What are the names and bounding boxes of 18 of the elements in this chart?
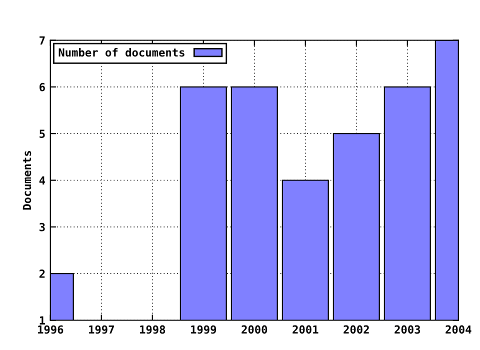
x-tick-label: 1999 [191,325,216,334]
y-tick-label: 4 [39,176,46,184]
x-tick-label: 2002 [344,325,369,334]
legend-label: Number of documents [58,48,184,57]
x-tick-label: 2003 [394,325,420,334]
y-tick-label: 5 [40,130,45,138]
y-tick-label: 2 [39,270,45,278]
x-tick-label: 1997 [89,325,114,334]
x-tick-label: 1998 [140,325,166,334]
y-axis-title: Documents [22,151,32,210]
x-tick-label: 2001 [292,325,318,334]
x-tick-label: 2004 [446,325,472,334]
y-tick-label: 7 [40,36,45,44]
y-tick-label: 6 [40,82,45,92]
x-tick-label: 2000 [242,325,268,334]
x-tick-label: 1996 [38,325,64,334]
y-tick-label: 3 [40,222,45,232]
y-tick-label: 1 [40,316,46,324]
